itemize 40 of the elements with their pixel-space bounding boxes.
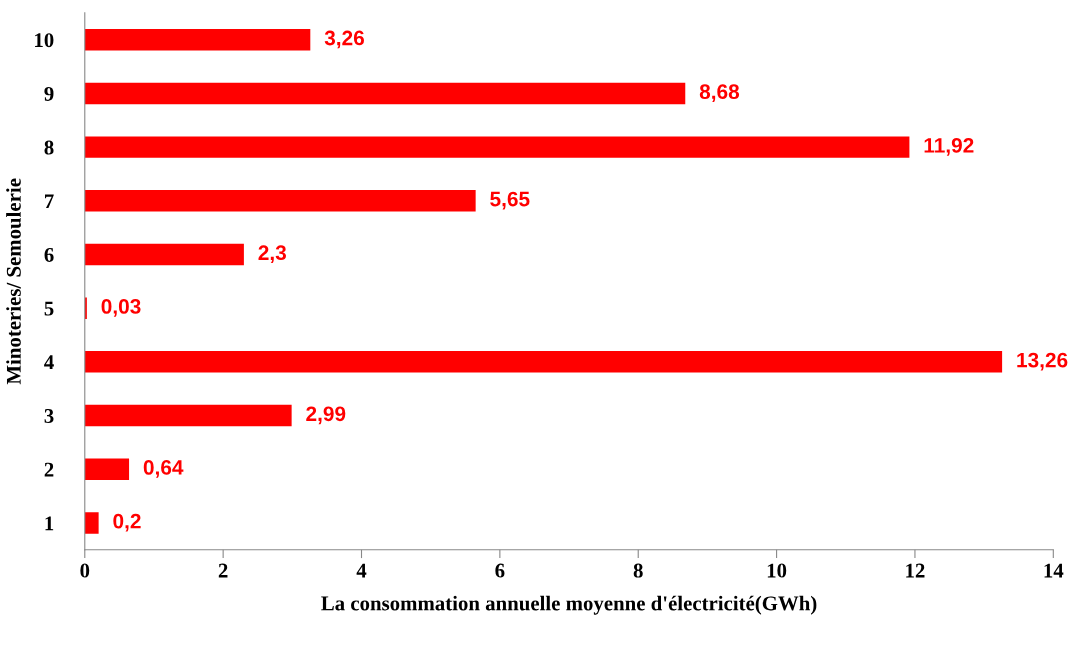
- data-label: 3,26: [324, 30, 364, 49]
- y-tick-label: 2: [44, 462, 54, 477]
- data-label: 5,65: [490, 191, 530, 210]
- x-tick-label: 0: [80, 563, 90, 578]
- data-label: 13,26: [1017, 352, 1068, 371]
- y-tick-label: 4: [44, 355, 54, 370]
- y-axis-title: Minoteries/ Semoulerie: [6, 178, 21, 385]
- bar: [84, 351, 1003, 373]
- data-label: 2,3: [258, 245, 286, 264]
- data-label: 0,03: [101, 299, 141, 317]
- y-tick-label: 7: [45, 194, 54, 209]
- y-tick-label: 1: [45, 516, 54, 531]
- y-tick-label: 5: [44, 301, 54, 316]
- x-tick-label: 12: [906, 563, 925, 578]
- x-tick-label: 14: [1044, 563, 1064, 578]
- bar: [84, 458, 130, 480]
- data-label: 0,64: [143, 460, 184, 478]
- y-tick-label: 6: [44, 247, 54, 262]
- data-label: 2,99: [306, 406, 346, 425]
- bar: [84, 512, 99, 534]
- bar: [84, 29, 311, 51]
- x-axis-title: La consommation annuelle moyenne d'électricité(GWh): [321, 595, 817, 615]
- bar: [84, 190, 476, 212]
- bar: [84, 243, 244, 266]
- y-tick-label: 3: [44, 408, 54, 423]
- x-tick-label: 8: [633, 563, 643, 578]
- x-tick-label: 2: [218, 563, 228, 578]
- x-tick-label: 6: [495, 563, 505, 578]
- bar: [84, 136, 910, 158]
- bar: [84, 404, 292, 427]
- bar: [84, 297, 87, 319]
- y-tick-label: 9: [44, 86, 54, 101]
- x-tick-label: 10: [767, 563, 787, 578]
- x-tick-label: 4: [356, 563, 367, 578]
- data-label: 11,92: [924, 137, 974, 156]
- y-tick-label: 10: [35, 33, 54, 48]
- data-label: 8,68: [699, 84, 740, 103]
- data-label: 0,2: [113, 513, 141, 532]
- bar: [84, 82, 686, 105]
- y-tick-label: 8: [44, 140, 54, 155]
